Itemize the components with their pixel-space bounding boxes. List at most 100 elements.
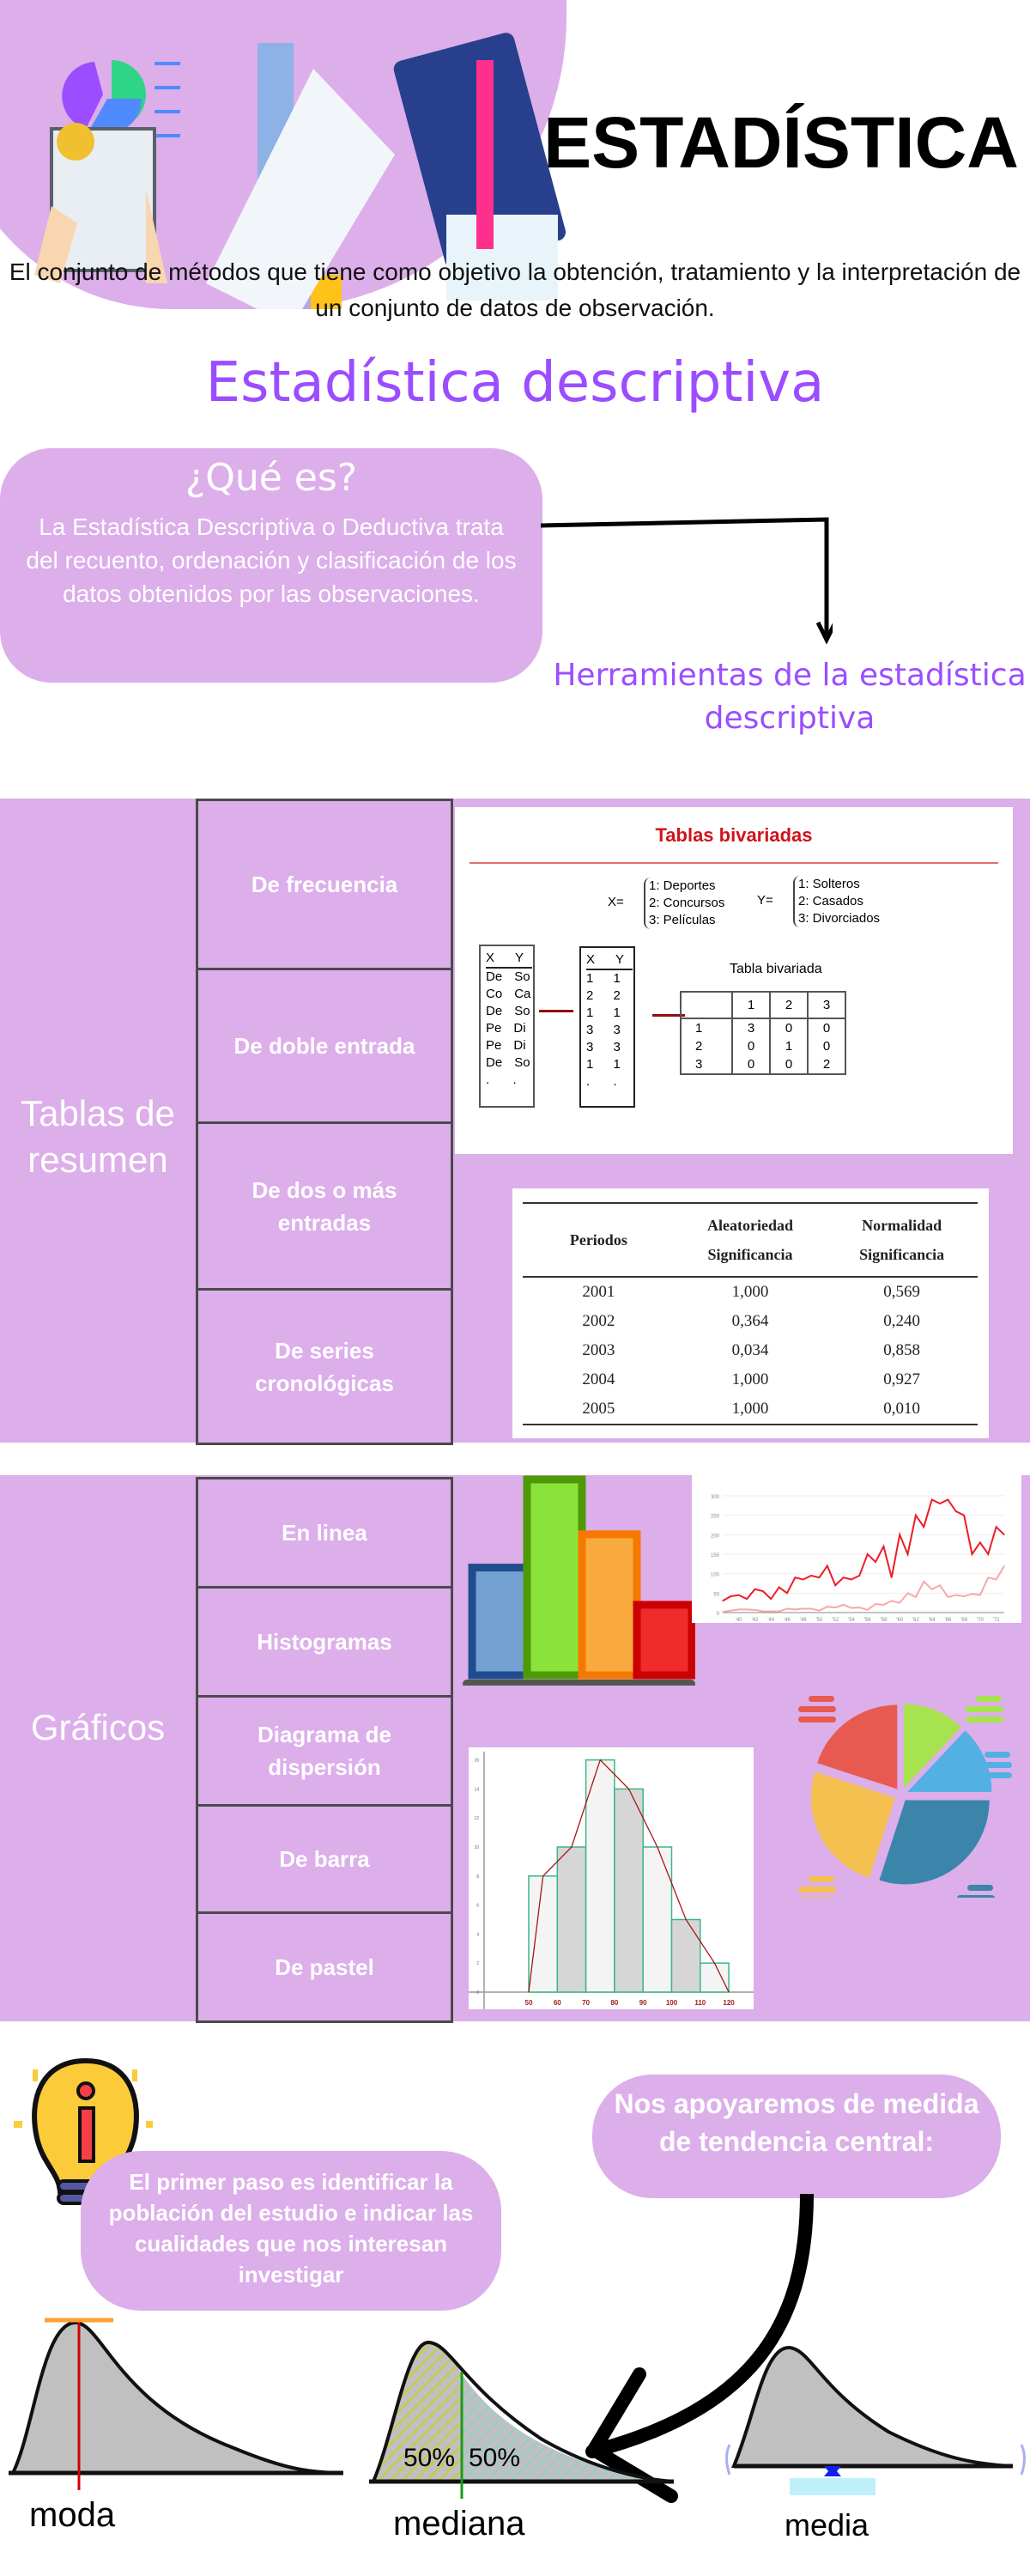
table-row: 2003 0,034 0,858 <box>523 1336 978 1365</box>
pie-legend-line <box>985 1752 1010 1758</box>
list-cell: De <box>486 969 503 984</box>
table-cell: 0 <box>807 1037 845 1055</box>
data-point <box>730 1610 731 1612</box>
bar-icon-bar <box>633 1601 695 1680</box>
table-cell: 0,364 <box>731 1312 769 1330</box>
list-cell: 1 <box>586 971 594 986</box>
table-row: 2005 1,000 0,010 <box>523 1394 978 1425</box>
list-cell: Ca <box>514 987 531 1001</box>
table-cell: 1,000 <box>674 1394 827 1425</box>
x-tick-label: '68 <box>960 1618 967 1623</box>
pie-legend-line <box>957 1895 995 1898</box>
list-row: Pe Di <box>486 1020 528 1037</box>
table-type-label: De doble entrada <box>233 1033 415 1059</box>
x-tick-label: '60 <box>896 1618 903 1623</box>
y-tick-label: 4 <box>476 1932 479 1937</box>
data-point <box>996 1526 997 1528</box>
table-cell: 0,010 <box>826 1394 978 1425</box>
pie-legend-line <box>809 1696 834 1702</box>
list-row: .. <box>486 1072 528 1089</box>
data-point <box>939 1584 941 1586</box>
list-cell: So <box>514 1004 530 1018</box>
table-cell: 1,000 <box>731 1370 769 1388</box>
bar-chart-icon <box>463 1475 695 1686</box>
x-definition: 1: Deportes 2: Concursos 3: Películas <box>644 878 724 929</box>
table-cell <box>681 992 732 1019</box>
data-point <box>770 1611 772 1613</box>
list-cell: 3 <box>586 1040 594 1054</box>
data-point <box>963 1595 965 1597</box>
data-point <box>770 1598 772 1600</box>
table-header-cell: Periodos <box>523 1202 675 1278</box>
list-header-cell: Y <box>615 952 625 967</box>
table-row: 2002 0,364 0,240 <box>523 1307 978 1336</box>
series-line <box>722 1498 1005 1602</box>
data-point <box>722 1611 724 1613</box>
pie-slice <box>907 1730 992 1792</box>
list-cell: So <box>514 1055 530 1070</box>
x-tick-label: 100 <box>666 1999 678 2007</box>
x-def-item: 2: Concursos <box>649 896 725 910</box>
x-tick-label: '62 <box>912 1618 919 1623</box>
data-point <box>987 1577 989 1578</box>
table-row: 2004 1,000 0,927 <box>523 1365 978 1394</box>
x-def-item: 3: Películas <box>649 913 716 927</box>
list-cell: 3 <box>613 1040 621 1054</box>
histogram-bar <box>585 1759 615 1993</box>
table-type-label: De frecuencia <box>251 872 398 897</box>
table-cell: 2002 <box>582 1312 615 1330</box>
list-row: De So <box>486 1054 530 1072</box>
table-row: 2001 1,000 0,569 <box>523 1277 978 1307</box>
list-cell: 3 <box>613 1023 621 1037</box>
y-def-item: 3: Divorciados <box>798 911 881 926</box>
data-point <box>842 1604 845 1606</box>
data-point <box>818 1610 821 1612</box>
data-point <box>906 1553 909 1555</box>
tablet-hands-illustration <box>34 123 167 283</box>
list-cell: Co <box>486 987 503 1001</box>
x-tick-label: '44 <box>767 1618 774 1623</box>
data-point <box>1003 1534 1005 1535</box>
header-illustration <box>34 33 566 309</box>
table-cell: 0 <box>807 1018 845 1037</box>
list-row: .. <box>586 1073 628 1091</box>
table-cell: 0,240 <box>883 1312 921 1330</box>
data-point <box>746 1608 748 1610</box>
list-cell: Di <box>513 1038 526 1053</box>
list-cell: 1 <box>586 1057 594 1072</box>
data-point <box>891 1577 893 1578</box>
x-tick-label: 50 <box>525 1999 533 2007</box>
table-cell: 2005 <box>523 1394 675 1425</box>
x-tick-label: 120 <box>723 1999 735 2007</box>
y-tick-label: 0 <box>717 1612 720 1617</box>
data-point <box>915 1596 917 1598</box>
x-tick-label: '48 <box>800 1618 807 1623</box>
chart-type-histogram: Histogramas <box>196 1586 453 1698</box>
data-point <box>738 1608 740 1610</box>
table-cell: 0 <box>731 1037 770 1055</box>
data-point <box>746 1598 748 1600</box>
y-tick-label: 14 <box>474 1787 479 1792</box>
y-tick-label: 100 <box>711 1573 720 1578</box>
chart-type-line: En linea <box>196 1477 453 1589</box>
histogram-figure: 0 2 4 6 8 10 12 14 16 50 60 70 80 90 100 110 120 <box>469 1747 754 2009</box>
data-point <box>786 1607 788 1610</box>
x-tick-label: 110 <box>694 1999 706 2007</box>
left-percent-label: 50% <box>403 2444 455 2472</box>
arrow-icon <box>652 1014 685 1017</box>
pie-legend-line <box>798 1706 836 1712</box>
mode-label: moda <box>29 2496 116 2534</box>
list-cell: De <box>486 1055 503 1070</box>
pie-legend-line <box>966 1716 1003 1722</box>
table-cell: 1 <box>731 992 770 1019</box>
mode-distribution <box>9 2318 344 2490</box>
median-distribution: 50% 50% <box>369 2341 675 2499</box>
data-point <box>834 1584 836 1586</box>
data-point <box>754 1609 756 1611</box>
